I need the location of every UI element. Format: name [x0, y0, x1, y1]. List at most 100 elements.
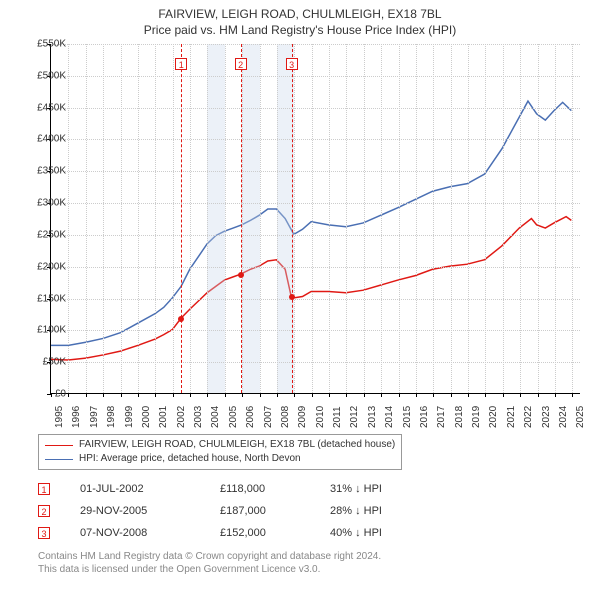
chart-gridline-v: [364, 44, 365, 393]
chart-shaded-band: [242, 44, 259, 393]
x-axis-tick-label: 2023: [541, 406, 552, 428]
sale-event-date: 07-NOV-2008: [80, 527, 220, 539]
x-axis-tick-label: 2019: [471, 406, 482, 428]
y-axis-tick-label: £450K: [20, 102, 66, 113]
x-axis-tick-label: 2016: [419, 406, 430, 428]
chart-title-line2: Price paid vs. HM Land Registry's House …: [0, 22, 600, 38]
x-axis-tick-label: 2004: [210, 406, 221, 428]
x-axis-tick-label: 2006: [245, 406, 256, 428]
chart-gridline-v: [312, 44, 313, 393]
chart-gridline-v: [572, 44, 573, 393]
x-axis-tick-label: 2020: [488, 406, 499, 428]
chart-gridline-h: [51, 171, 580, 172]
sale-event-marker: 3: [286, 58, 298, 70]
x-axis-tick-label: 2015: [402, 406, 413, 428]
chart-gridline-v: [173, 44, 174, 393]
x-axis-tick-label: 2024: [558, 406, 569, 428]
chart-svg: [51, 44, 580, 393]
y-axis-tick-label: £150K: [20, 293, 66, 304]
chart-gridline-h: [51, 362, 580, 363]
chart-gridline-v: [190, 44, 191, 393]
chart-title-block: FAIRVIEW, LEIGH ROAD, CHULMLEIGH, EX18 7…: [0, 0, 600, 38]
x-axis-tick-label: 2025: [575, 406, 586, 428]
legend-row-hpi: HPI: Average price, detached house, Nort…: [45, 452, 395, 466]
chart-gridline-v: [329, 44, 330, 393]
y-axis-tick-label: £500K: [20, 70, 66, 81]
x-axis-tick-label: 1998: [106, 406, 117, 428]
chart-gridline-h: [51, 76, 580, 77]
sale-event-marker: 1: [175, 58, 187, 70]
chart-gridline-h: [51, 299, 580, 300]
sale-events-table: 101-JUL-2002£118,00031% ↓ HPI229-NOV-200…: [38, 478, 450, 544]
sale-event-price: £187,000: [220, 505, 330, 517]
chart-gridline-h: [51, 44, 580, 45]
chart-gridline-v: [277, 44, 278, 393]
sale-event-price: £118,000: [220, 483, 330, 495]
chart-plot-area: 123: [50, 44, 580, 394]
x-axis-tick-label: 2008: [280, 406, 291, 428]
sale-event-row-marker: 2: [38, 505, 50, 517]
chart-gridline-h: [51, 330, 580, 331]
chart-gridline-v: [451, 44, 452, 393]
sale-event-line: [292, 44, 293, 393]
sale-event-row: 3 07-NOV-2008£152,00040% ↓ HPI: [38, 522, 450, 544]
legend-label-property: FAIRVIEW, LEIGH ROAD, CHULMLEIGH, EX18 7…: [79, 438, 395, 452]
chart-gridline-h: [51, 139, 580, 140]
x-axis-tick-label: 2012: [349, 406, 360, 428]
attribution-line1: Contains HM Land Registry data © Crown c…: [38, 550, 580, 563]
sale-event-diff: 28% ↓ HPI: [330, 505, 450, 517]
x-axis-tick-label: 2003: [193, 406, 204, 428]
y-axis-tick-label: £50K: [20, 357, 66, 368]
chart-gridline-v: [538, 44, 539, 393]
x-axis-tick-label: 2014: [384, 406, 395, 428]
chart-gridline-v: [346, 44, 347, 393]
chart-gridline-v: [207, 44, 208, 393]
chart-gridline-h: [51, 267, 580, 268]
sale-event-row: 229-NOV-2005£187,00028% ↓ HPI: [38, 500, 450, 522]
sale-point-marker: [238, 272, 244, 278]
y-axis-tick-label: £400K: [20, 134, 66, 145]
chart-gridline-v: [68, 44, 69, 393]
chart-shaded-band: [207, 44, 224, 393]
x-axis-tick-label: 1997: [89, 406, 100, 428]
x-axis-tick-label: 2018: [454, 406, 465, 428]
sale-event-date: 01-JUL-2002: [80, 483, 220, 495]
x-axis-tick-label: 2000: [141, 406, 152, 428]
legend-row-property: FAIRVIEW, LEIGH ROAD, CHULMLEIGH, EX18 7…: [45, 438, 395, 452]
attribution-line2: This data is licensed under the Open Gov…: [38, 563, 580, 576]
legend-swatch-hpi: [45, 459, 73, 460]
x-axis-tick-label: 2013: [367, 406, 378, 428]
chart-gridline-v: [294, 44, 295, 393]
chart-gridline-v: [155, 44, 156, 393]
y-axis-tick-label: £550K: [20, 39, 66, 50]
sale-event-diff: 40% ↓ HPI: [330, 527, 450, 539]
x-axis-tick-label: 1995: [54, 406, 65, 428]
chart-gridline-v: [468, 44, 469, 393]
y-axis-tick-label: £100K: [20, 325, 66, 336]
chart-gridline-v: [225, 44, 226, 393]
chart-gridline-v: [503, 44, 504, 393]
chart-gridline-v: [121, 44, 122, 393]
sale-event-price: £152,000: [220, 527, 330, 539]
chart-gridline-v: [138, 44, 139, 393]
x-axis-tick-label: 2017: [436, 406, 447, 428]
chart-gridline-h: [51, 108, 580, 109]
chart-gridline-v: [260, 44, 261, 393]
y-axis-tick-label: £300K: [20, 198, 66, 209]
x-axis-tick-label: 1996: [71, 406, 82, 428]
y-axis-tick-label: £0: [20, 389, 66, 400]
x-axis-tick-label: 2009: [297, 406, 308, 428]
chart-gridline-v: [416, 44, 417, 393]
x-axis-tick-label: 2007: [263, 406, 274, 428]
chart-gridline-v: [555, 44, 556, 393]
chart-gridline-v: [433, 44, 434, 393]
chart-legend: FAIRVIEW, LEIGH ROAD, CHULMLEIGH, EX18 7…: [38, 434, 402, 470]
chart-gridline-h: [51, 235, 580, 236]
sale-event-line: [181, 44, 182, 393]
sale-event-line: [241, 44, 242, 393]
chart-gridline-v: [86, 44, 87, 393]
chart-gridline-v: [399, 44, 400, 393]
sale-point-marker: [289, 294, 295, 300]
sale-event-row: 101-JUL-2002£118,00031% ↓ HPI: [38, 478, 450, 500]
sale-event-row-marker: 3: [38, 527, 50, 539]
